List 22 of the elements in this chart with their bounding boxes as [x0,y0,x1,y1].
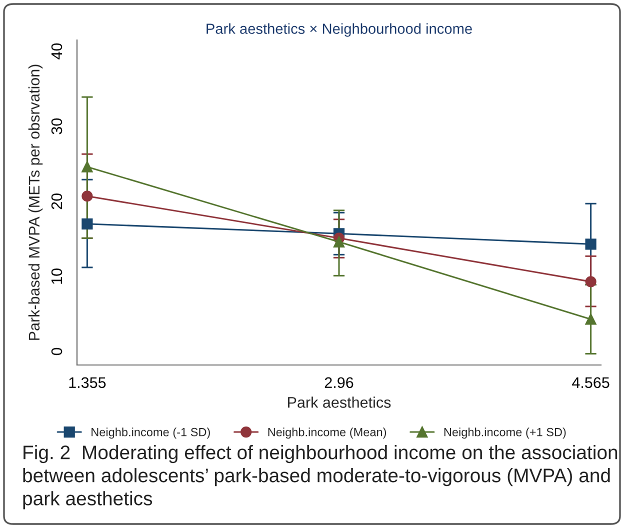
point [585,238,596,250]
caption: Fig. 2 Moderating effect of neighbourhood income on the association between adolescents’ park-based moderate-to-vigorous (MVPA) and park aesthetics [23,445,618,510]
y-tick-label: 0 [51,348,62,356]
y-tick-label: 30 [51,118,62,134]
x-tick-label: 1.355 [69,377,106,388]
y-tick-label: 10 [51,268,62,284]
x-axis-title: Park aesthetics [288,396,391,408]
point [82,190,93,202]
point [585,314,596,325]
y-axis-title: Park-based MVPA (METs per obsrvation) [28,64,43,340]
legend-label: Neighb.income (+1 SD) [444,428,566,439]
x-tick-label: 2.96 [324,377,354,388]
legend-label: Neighb.income (Mean) [268,428,386,439]
point [333,236,345,248]
legend-label: Neighb.income (-1 SD) [92,428,210,439]
x-tick-label: 4.565 [572,377,610,388]
point [82,218,93,230]
chart-title: Park aesthetics × Neighbourhood income [206,23,472,37]
y-tick-label: 20 [51,193,62,210]
point [585,276,596,288]
point [82,161,93,172]
y-tick-label: 40 [51,43,62,60]
